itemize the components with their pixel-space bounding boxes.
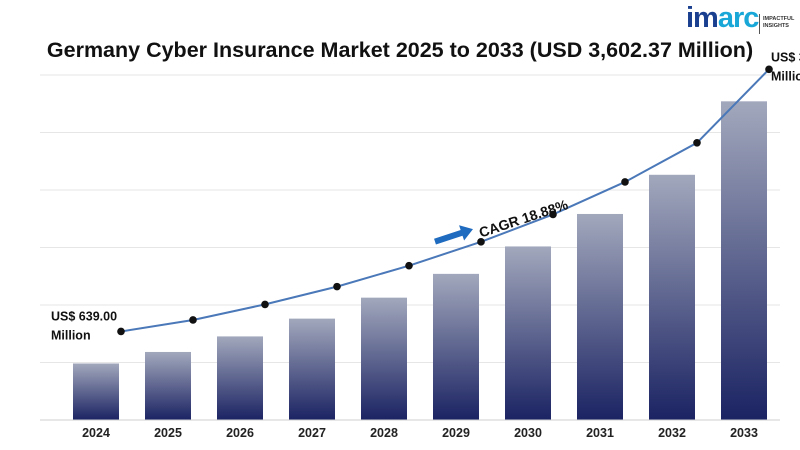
start-value-label-line2: Million [51,328,91,342]
bar-2032 [649,174,695,420]
bar-2033 [721,101,767,421]
end-value-label-line2: Million [771,69,800,83]
logo-tagline-line2: INSIGHTS [763,23,789,29]
bar-2026 [217,336,263,420]
end-value-label-line1: US$ 3,602.37 [771,50,800,64]
x-tick-labels: 2024 2025 2026 2027 2028 2029 2030 2031 2032 2033 [82,426,758,440]
logo-divider [759,14,760,34]
trend-point-2028 [405,261,413,270]
imarc-logo: imarc IMPACTFUL INSIGHTS [686,2,796,36]
x-tick-label-2032: 2032 [658,426,686,440]
bar-2027 [289,318,335,420]
bar-2025 [145,351,191,420]
x-tick-label-2027: 2027 [298,426,326,440]
trend-point-2029 [477,238,485,246]
trend-point-2032 [693,138,701,147]
x-tick-label-2025: 2025 [154,426,182,440]
trend-point-2025 [189,316,197,324]
x-tick-label-2026: 2026 [226,426,254,440]
chart-title: Germany Cyber Insurance Market 2025 to 2… [46,38,754,62]
logo-tagline-line1: IMPACTFUL [763,16,795,22]
trend-line-path [120,68,770,333]
trend-point-2027 [333,282,341,291]
cagr-arrow-shape [434,225,473,245]
trend-point-2026 [261,300,269,309]
cagr-arrow-icon [434,225,473,245]
trend-point-2030 [549,210,557,219]
x-tick-label-2028: 2028 [370,426,398,440]
trend-line [117,65,773,336]
bar-2031 [577,213,623,420]
x-tick-label-2024: 2024 [82,426,110,440]
trend-point-2033 [765,65,773,74]
trend-point-2031 [621,178,629,186]
cagr-arrow: CAGR 18.88% [434,196,570,245]
trend-point-2024 [117,327,125,336]
logo-wordmark-part1: im [686,2,719,34]
bar-2024 [73,363,119,420]
cagr-label: CAGR 18.88% [477,196,570,240]
bar-2030 [505,246,551,420]
logo-wordmark: imarc [686,2,760,35]
x-tick-label-2030: 2030 [514,426,542,440]
bars [73,101,767,421]
annotations: US$ 639.00 Million US$ 3,602.37 Million [51,50,800,342]
x-tick-label-2029: 2029 [442,426,470,440]
bar-2028 [361,297,407,420]
start-value-label-line1: US$ 639.00 [51,309,117,323]
x-tick-label-2031: 2031 [586,426,614,440]
logo-wordmark-part2: arc [717,2,760,34]
bar-2029 [433,273,479,420]
x-tick-label-2033: 2033 [730,426,758,440]
logo-tagline: IMPACTFUL INSIGHTS [763,16,800,30]
